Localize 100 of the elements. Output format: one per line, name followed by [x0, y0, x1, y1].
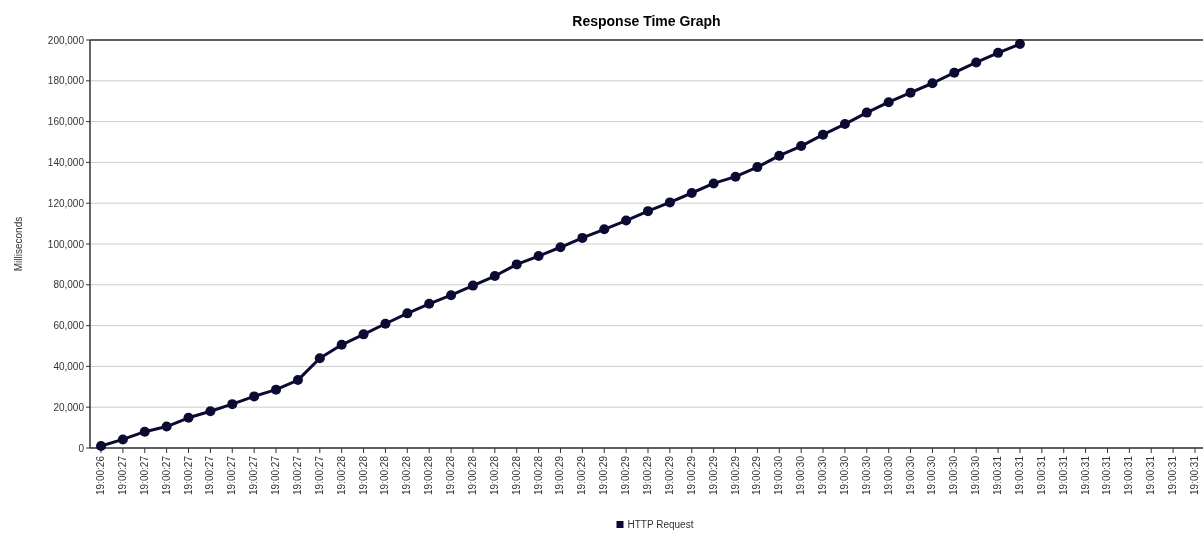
x-tick-label: 19:00:30: [882, 455, 894, 495]
point: [96, 440, 106, 451]
point: [227, 399, 238, 410]
x-tick-label: 19:00:28: [401, 455, 413, 495]
x-tick-label: 19:00:29: [729, 455, 741, 495]
x-tick-label: 19:00:27: [270, 455, 282, 495]
point: [927, 78, 938, 89]
y-tick-label: 0: [78, 442, 85, 454]
x-tick-label: 19:00:30: [926, 455, 938, 495]
x-tick-label: 19:00:30: [773, 455, 785, 495]
point: [949, 67, 960, 78]
y-tick-label: 200,000: [47, 34, 85, 46]
x-tick-label: 19:00:29: [620, 455, 632, 495]
point: [774, 150, 785, 161]
point: [292, 375, 303, 386]
x-tick-label: 19:00:27: [138, 455, 150, 495]
point: [467, 280, 478, 291]
x-tick-label: 19:00:28: [466, 455, 478, 495]
point: [446, 290, 457, 301]
point: [249, 391, 260, 402]
y-tick-label: 20,000: [53, 401, 85, 413]
point: [818, 129, 829, 140]
x-tick-label: 19:00:28: [379, 455, 391, 495]
x-tick-label: 19:00:29: [663, 455, 675, 495]
x-tick-label: 19:00:31: [1145, 455, 1157, 495]
x-tick-label: 19:00:28: [335, 455, 347, 495]
x-tick-label: 19:00:28: [357, 455, 369, 495]
x-tick-label: 19:00:27: [182, 455, 194, 495]
point: [555, 242, 566, 253]
x-tick-label: 19:00:30: [817, 455, 829, 495]
point: [511, 259, 522, 270]
x-tick-label: 19:00:26: [95, 455, 106, 495]
x-tick-label: 19:00:30: [860, 455, 872, 495]
x-tick-label: 19:00:31: [1057, 455, 1069, 495]
point: [577, 232, 588, 243]
point: [380, 318, 391, 329]
x-tick-label: 19:00:29: [642, 455, 653, 495]
point: [183, 412, 194, 423]
x-tick-label: 19:00:31: [1123, 455, 1135, 495]
x-tick-label: 19:00:28: [488, 455, 500, 495]
point: [708, 178, 719, 189]
x-tick-label: 19:00:30: [970, 455, 982, 495]
point: [796, 141, 807, 152]
point: [205, 406, 216, 417]
point: [336, 339, 347, 350]
point: [993, 47, 1004, 58]
point: [883, 97, 894, 108]
y-tick-label: 40,000: [53, 360, 85, 372]
chart-title: Response Time Graph: [572, 13, 721, 29]
point: [117, 434, 128, 445]
point: [402, 308, 413, 319]
y-tick-label: 180,000: [47, 75, 85, 87]
x-tick-label: 19:00:30: [838, 455, 850, 495]
point: [533, 251, 544, 262]
y-tick-label: 140,000: [47, 156, 85, 168]
x-tick-label: 19:00:30: [948, 455, 960, 495]
x-tick-label: 19:00:31: [992, 455, 1004, 495]
point: [161, 421, 172, 432]
point: [358, 329, 369, 340]
y-tick-label: 80,000: [53, 279, 85, 291]
x-tick-label: 19:00:28: [532, 455, 544, 495]
x-tick-label: 19:00:31: [1035, 455, 1047, 495]
y-tick-label: 120,000: [47, 197, 85, 209]
point: [905, 87, 916, 98]
point: [599, 224, 610, 235]
point: [839, 119, 850, 130]
x-tick-label: 19:00:29: [598, 455, 610, 495]
point: [1014, 39, 1025, 50]
point: [424, 298, 435, 309]
x-tick-label: 19:00:31: [1013, 455, 1025, 495]
point: [643, 206, 653, 217]
y-axis-title: Milliseconds: [13, 216, 24, 272]
x-tick-label: 19:00:31: [1189, 455, 1200, 495]
point: [971, 57, 982, 68]
point: [139, 426, 150, 437]
x-tick-label: 19:00:31: [1101, 455, 1113, 495]
x-tick-label: 19:00:27: [204, 455, 216, 495]
point: [489, 271, 500, 282]
point: [621, 215, 632, 226]
x-tick-label: 19:00:30: [795, 455, 807, 495]
x-tick-label: 19:00:29: [554, 455, 566, 495]
point: [686, 188, 697, 198]
x-tick-label: 19:00:31: [1079, 455, 1091, 495]
point: [314, 353, 325, 364]
point: [730, 171, 741, 182]
x-tick-label: 19:00:27: [291, 455, 303, 495]
x-tick-label: 19:00:28: [423, 455, 435, 495]
x-tick-label: 19:00:29: [685, 455, 697, 495]
x-tick-label: 19:00:27: [160, 455, 172, 495]
x-tick-label: 19:00:28: [445, 455, 457, 495]
point: [752, 162, 763, 173]
x-tick-label: 19:00:27: [313, 455, 325, 495]
y-tick-label: 100,000: [47, 238, 85, 250]
point: [271, 384, 282, 395]
x-tick-label: 19:00:30: [904, 455, 916, 495]
x-tick-label: 19:00:27: [226, 455, 238, 495]
point: [861, 107, 872, 118]
x-tick-label: 19:00:27: [116, 455, 128, 495]
x-tick-label: 19:00:29: [576, 455, 588, 495]
x-tick-label: 19:00:28: [510, 455, 522, 495]
